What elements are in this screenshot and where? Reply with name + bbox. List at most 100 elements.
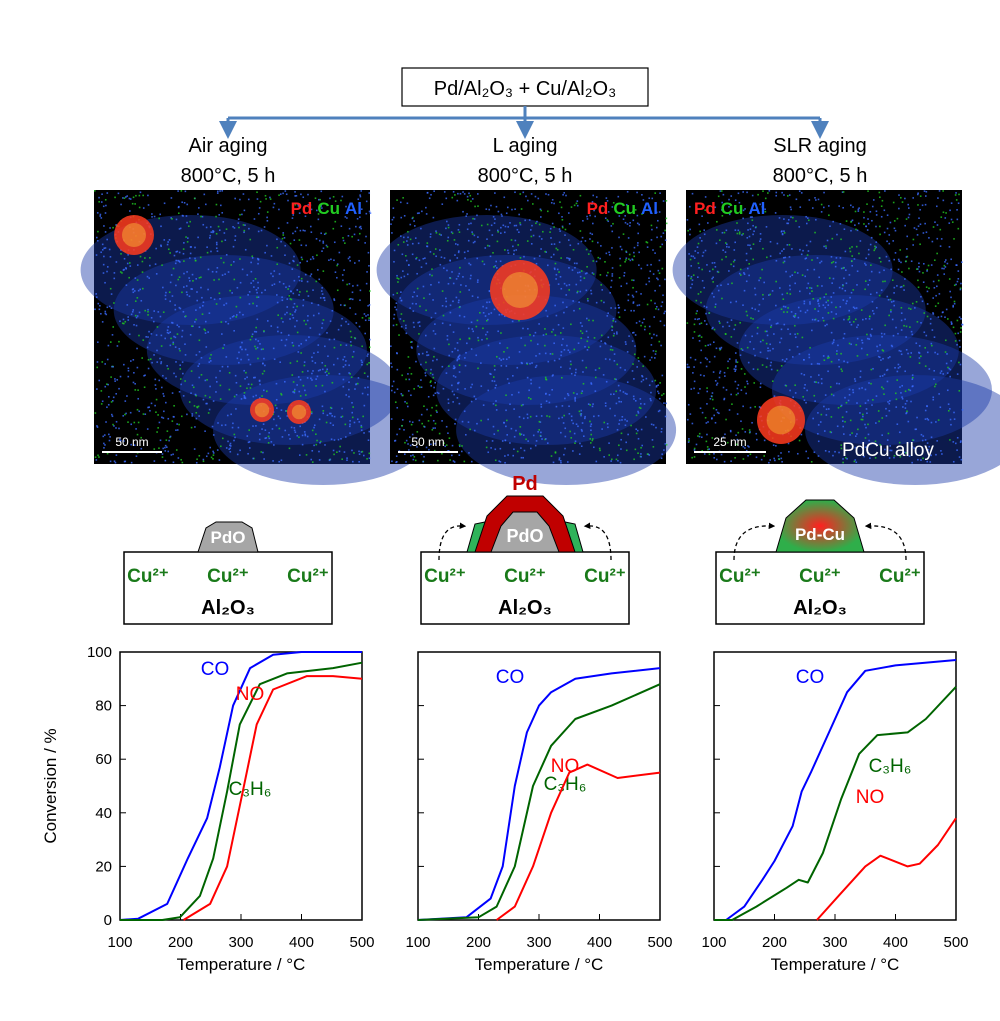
series-label-no: NO [551,756,580,777]
panel-3: SLR aging 800°C, 5 h Pd Cu Al 25 nm PdCu alloy… [672,135,1000,974]
particle-label: PdO [211,528,246,547]
series-line-no [182,675,363,921]
support-box [420,551,630,625]
aging-title: Air aging [189,135,268,157]
series-line-c3h6 [714,686,957,921]
x-tick-label: 100 [107,934,132,951]
legend-pd: Pd [694,199,716,218]
x-tick-label: 200 [762,934,787,951]
series-label-co: CO [496,667,525,688]
eds-map-image: Pd Cu Al 50 nm [80,190,434,485]
y-tick-label: 0 [104,912,112,929]
x-tick-label: 400 [883,934,908,951]
cu-ion-label: Cu²⁺ [719,566,761,587]
support-label: Al₂O₃ [201,597,255,619]
schematic: Pd-Cu Cu²⁺ Cu²⁺ Cu²⁺ Al₂O₃ [715,499,925,625]
x-tick-label: 500 [647,934,672,951]
series-line-no [496,763,661,921]
x-tick-label: 300 [822,934,847,951]
pd-label: Pd [512,473,538,495]
cu-ion-label: Cu²⁺ [287,566,329,587]
cu-ion-label: Cu²⁺ [127,566,169,587]
cu-ion-label: Cu²⁺ [879,566,921,587]
particle-label: PdO [506,526,543,546]
x-tick-label: 100 [701,934,726,951]
y-tick-label: 100 [87,644,112,661]
series-label-co: CO [201,659,230,680]
x-tick-label: 200 [168,934,193,951]
x-tick-label: 300 [228,934,253,951]
element-legend: Pd Cu Al [291,199,362,218]
cu-ion-label: Cu²⁺ [424,566,466,587]
y-axis-label: Conversion / % [41,728,60,843]
scale-bar-label: 25 nm [713,435,746,449]
cu-ion-label: Cu²⁺ [504,566,546,587]
series-line-no [816,817,957,921]
pdo-particle [197,521,259,553]
conversion-chart-3: 100 200 300 400 500 Temperature / °C CO C₃H₆ NO [701,651,969,974]
element-legend: Pd Cu Al [694,199,765,218]
migration-arrow-right [864,522,907,561]
schematic: PdO Pd Cu²⁺ Cu²⁺ Cu²⁺ Al₂O₃ [420,473,630,625]
support-box [123,551,333,625]
series-line-c3h6 [417,683,661,921]
x-axis-label: Temperature / °C [177,955,306,974]
aging-condition: 800°C, 5 h [181,165,276,187]
series-line-co [714,659,957,921]
legend-pd: Pd [587,199,609,218]
y-tick-label: 20 [95,858,112,875]
cu-ion-label: Cu²⁺ [799,566,841,587]
migration-arrow-right [583,522,612,561]
cu-ion-label: Cu²⁺ [584,566,626,587]
x-tick-label: 400 [587,934,612,951]
eds-map-image: Pd Cu Al 25 nm PdCu alloy [672,190,1000,485]
legend-al: Al [641,199,658,218]
y-tick-label: 60 [95,751,112,768]
support-label: Al₂O₃ [793,597,847,619]
cu-ion-label: Cu²⁺ [207,566,249,587]
panel-1: Air aging 800°C, 5 h Pd Cu Al 50 nm PdO Cu²⁺ Cu²… [41,135,434,974]
y-tick-label: 80 [95,698,112,715]
y-tick-label: 40 [95,805,112,822]
series-label-no: NO [236,684,265,705]
pdcu-particle [775,499,865,553]
x-tick-label: 500 [349,934,374,951]
plot-frame [417,651,661,921]
x-tick-label: 500 [943,934,968,951]
legend-al: Al [345,199,362,218]
scale-bar-label: 50 nm [115,435,148,449]
schematic: PdO Cu²⁺ Cu²⁺ Cu²⁺ Al₂O₃ [123,521,333,625]
x-tick-label: 300 [526,934,551,951]
x-tick-label: 400 [289,934,314,951]
x-axis-label: Temperature / °C [475,955,604,974]
aging-title: SLR aging [773,135,866,157]
legend-al: Al [748,199,765,218]
series-label-c3h6: C₃H₆ [229,779,272,800]
aging-condition: 800°C, 5 h [478,165,573,187]
eds-map-image: Pd Cu Al 50 nm [376,190,677,485]
x-tick-label: 100 [405,934,430,951]
branch-arrows [219,106,829,139]
scale-bar-label: 50 nm [411,435,444,449]
conversion-chart-1: 100 200 300 400 500 0 20 40 60 80 100 Temperature /… [41,644,375,974]
aging-condition: 800°C, 5 h [773,165,868,187]
legend-cu: Cu [721,199,744,218]
series-label-co: CO [796,667,825,688]
plot-frame [713,651,957,921]
series-label-c3h6: C₃H₆ [869,756,912,777]
pdcu-alloy-label: PdCu alloy [842,440,934,461]
series-line-co [119,651,362,921]
x-tick-label: 200 [466,934,491,951]
series-line-co [417,667,661,921]
pdo-core [490,511,560,553]
particle-label: Pd-Cu [795,525,845,544]
series-label-no: NO [856,787,885,808]
element-legend: Pd Cu Al [587,199,658,218]
sample-label: Pd/Al₂O₃ + Cu/Al₂O₃ [434,78,616,100]
migration-arrow-left [438,522,467,561]
migration-arrow-left [733,522,776,561]
support-label: Al₂O₃ [498,597,552,619]
